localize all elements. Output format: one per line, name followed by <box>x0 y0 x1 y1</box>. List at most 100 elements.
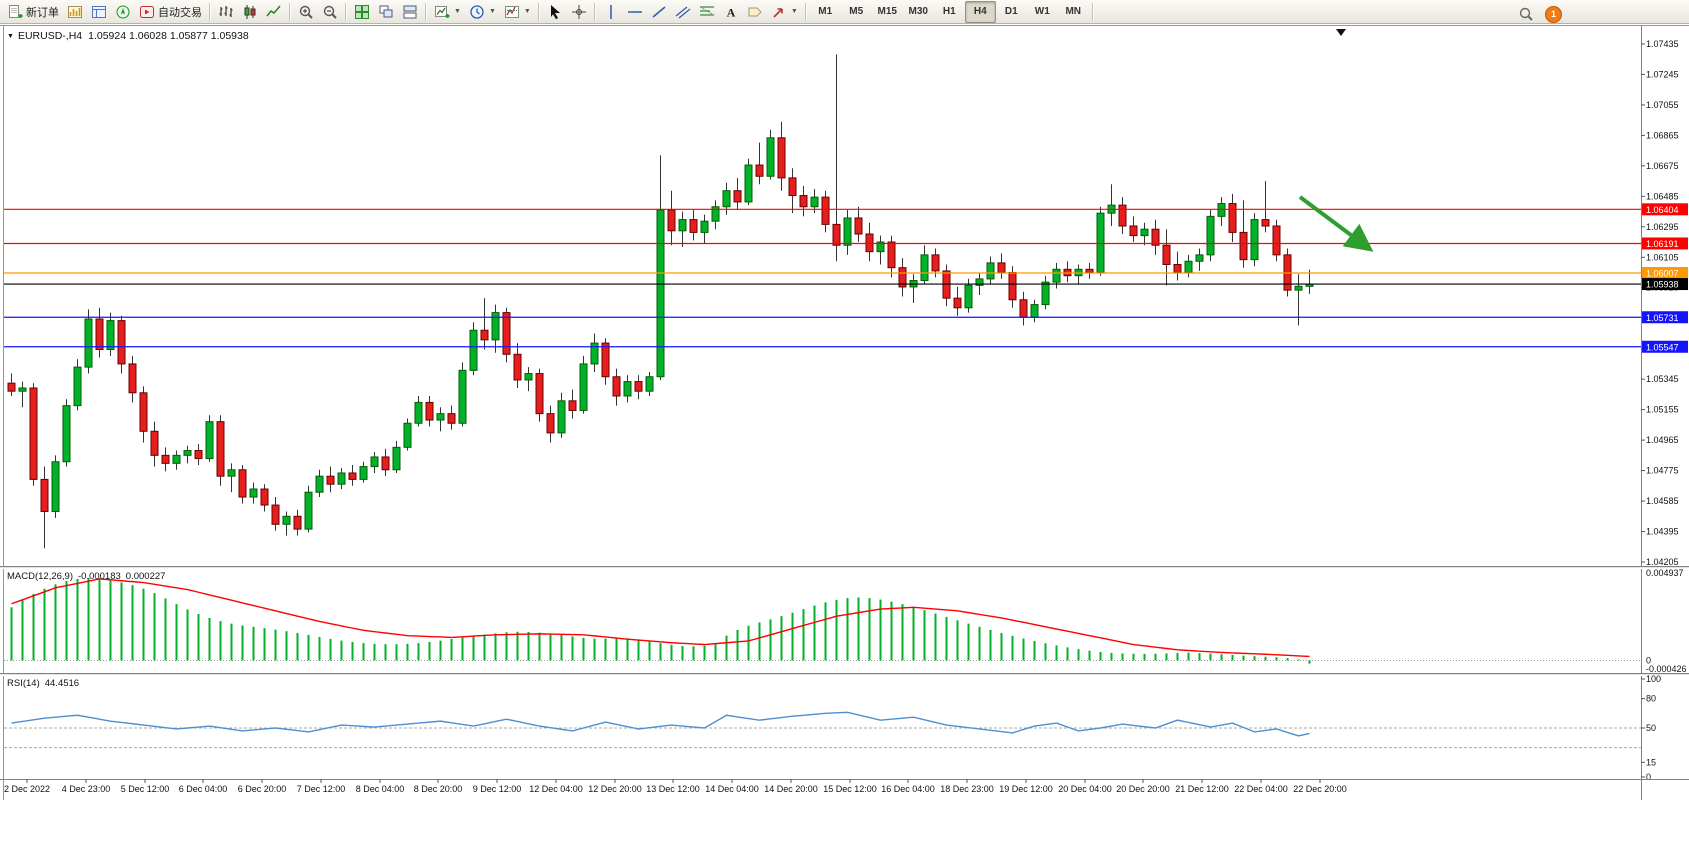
price-level-badge <box>1642 340 1688 353</box>
one-click-trading-toggle[interactable]: ▼ <box>7 33 14 40</box>
candle-body <box>1217 203 1226 217</box>
candle-body <box>469 329 478 371</box>
candle-body <box>480 329 489 341</box>
equidistant-channel-button[interactable] <box>671 1 695 23</box>
macd-signal-line <box>11 578 1310 658</box>
cursor-button[interactable] <box>543 1 567 23</box>
bar-chart-type-button[interactable] <box>214 1 238 23</box>
data-window-button[interactable] <box>87 1 111 23</box>
timeframe-d1[interactable]: D1 <box>1004 6 1018 17</box>
toolbar-separator <box>289 2 291 21</box>
vertical-line-button[interactable] <box>599 1 623 23</box>
macd-rsi-splitter[interactable] <box>0 673 1689 676</box>
template-icon <box>504 5 519 18</box>
notification-badge[interactable]: 1 <box>1545 5 1562 23</box>
candle-body <box>1041 281 1050 306</box>
candle-body <box>590 342 599 365</box>
timeframe-h1[interactable]: H1 <box>942 6 956 17</box>
candle-body <box>95 318 104 350</box>
time-tick-label: 6 Dec 04:00 <box>179 784 228 794</box>
crosshair-button[interactable] <box>567 1 591 23</box>
tile-h-icon <box>403 5 417 18</box>
candle-chart-type-button[interactable] <box>238 1 262 23</box>
price-tick-label: 1.04395 <box>1646 527 1679 537</box>
candle-body <box>491 312 500 341</box>
timeframe-m5[interactable]: M5 <box>849 6 864 17</box>
candle-body <box>920 254 929 282</box>
tile-windows-button[interactable] <box>350 1 374 23</box>
timeframe-m1[interactable]: M1 <box>818 6 833 17</box>
new-chart-button[interactable]: ▼ <box>430 1 465 23</box>
auto-trading-button[interactable]: 自动交易 <box>135 1 206 23</box>
time-tick-label: 20 Dec 20:00 <box>1116 784 1170 794</box>
line-chart-type-button[interactable] <box>262 1 286 23</box>
price-level-badge-label: 1.05547 <box>1646 342 1679 352</box>
new-order-button[interactable]: 新订单 <box>3 1 63 23</box>
tile-horizontal-button[interactable] <box>398 1 422 23</box>
zoom-out-button[interactable] <box>318 1 342 23</box>
candle-body <box>447 413 456 424</box>
templates-button[interactable]: ▼ <box>500 1 535 23</box>
candle-body <box>645 376 654 392</box>
zoom-in-button[interactable] <box>294 1 318 23</box>
candle-body <box>238 469 247 498</box>
market-watch-button[interactable] <box>63 1 87 23</box>
candle-body <box>1008 272 1017 301</box>
timeframe-m30[interactable]: M30 <box>908 6 928 17</box>
new-chart-icon <box>435 5 450 18</box>
arrow-object[interactable] <box>1298 195 1374 252</box>
zoom-in-icon <box>299 5 313 19</box>
candle-body <box>656 209 665 378</box>
fibonacci-button[interactable] <box>695 1 719 23</box>
candle-body <box>557 400 566 434</box>
search-button[interactable] <box>1514 3 1538 25</box>
time-tick-label: 12 Dec 04:00 <box>529 784 583 794</box>
candle-body <box>1173 263 1182 274</box>
navigator-icon <box>116 5 130 18</box>
timeframe-m15[interactable]: M15 <box>877 6 897 17</box>
candle-body <box>964 284 973 309</box>
timeframe-h4[interactable]: H4 <box>964 0 996 23</box>
price-level-badge-label: 1.06007 <box>1646 268 1679 278</box>
candle-body <box>370 456 379 468</box>
navigator-button[interactable] <box>111 1 135 23</box>
trendline-icon <box>652 5 666 18</box>
candle-body <box>315 475 324 493</box>
search-icon <box>1519 7 1533 21</box>
main-macd-splitter[interactable] <box>0 566 1689 569</box>
clock-icon <box>470 4 484 19</box>
timeframe-mn[interactable]: MN <box>1065 6 1082 17</box>
text-button[interactable]: A <box>719 1 743 23</box>
trendline-button[interactable] <box>647 1 671 23</box>
candle-body <box>513 353 522 381</box>
arrows-button[interactable]: ▼ <box>767 1 802 23</box>
time-tick-label: 8 Dec 04:00 <box>356 784 405 794</box>
price-scale: 1.07435 1.07245 1.07055 1.06865 1.06675 1.064… <box>1641 39 1688 567</box>
hline-icon <box>627 10 642 13</box>
chart-shift-marker[interactable] <box>1336 29 1346 36</box>
text-label-button[interactable] <box>743 1 767 23</box>
cascade-windows-button[interactable] <box>374 1 398 23</box>
periods-button[interactable]: ▼ <box>465 1 500 23</box>
chart-symbol: EURUSD-,H4 <box>17 30 83 42</box>
price-tick-label: 1.06485 <box>1646 191 1679 201</box>
price-level-badge <box>1642 203 1688 216</box>
candle-body <box>1250 219 1259 261</box>
timeframe-w1[interactable]: W1 <box>1034 6 1050 17</box>
candle-body <box>1261 219 1270 227</box>
candle-body <box>337 472 346 485</box>
toolbar-separator <box>804 2 807 21</box>
candle-body <box>766 137 775 177</box>
candle-body <box>689 219 698 233</box>
label-icon <box>748 7 762 16</box>
data-window-icon <box>92 5 106 18</box>
candle-body <box>304 491 313 530</box>
candle-body <box>1272 225 1281 256</box>
time-tick-label: 8 Dec 20:00 <box>414 784 463 794</box>
time-tick-label: 20 Dec 04:00 <box>1058 784 1112 794</box>
candle-body <box>1085 268 1094 274</box>
macd-scale-label: 0 <box>1646 655 1651 665</box>
horizontal-line-button[interactable] <box>623 1 647 23</box>
candle-body <box>458 369 467 424</box>
